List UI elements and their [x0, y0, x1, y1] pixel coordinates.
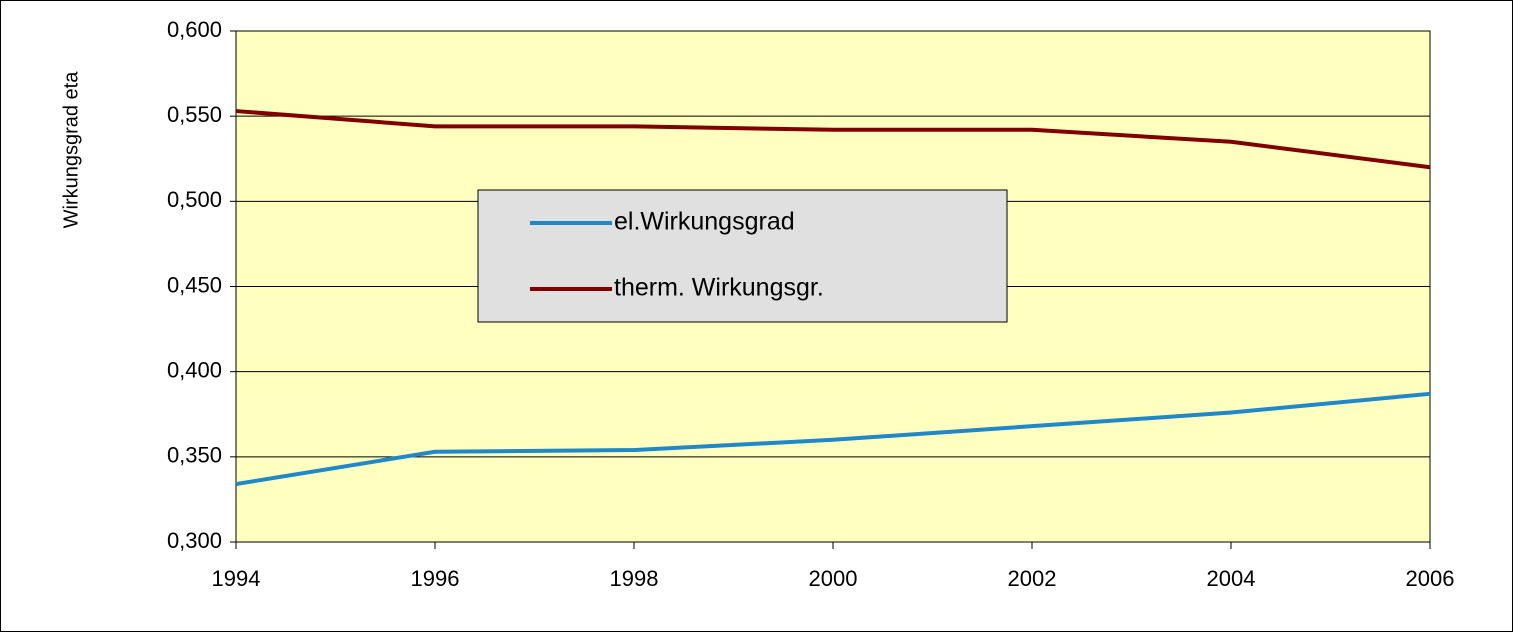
line [235, 109, 1431, 170]
legend-box [477, 189, 1008, 323]
line [235, 391, 1431, 487]
y-tick-label: 0,550 [167, 102, 222, 127]
plot-border [235, 30, 1431, 543]
y-tick-label: 0,600 [167, 17, 222, 42]
x-tick-label: 1998 [610, 566, 659, 591]
x-tick-label: 2000 [809, 566, 858, 591]
x-tick-label: 2006 [1406, 566, 1455, 591]
y-tick-label: 0,350 [167, 443, 222, 468]
x-tick-label: 1994 [212, 566, 261, 591]
y-axis-label: Wirkungsgrad eta [60, 71, 82, 229]
y-tick-label: 0,400 [167, 357, 222, 382]
x-tick-label: 1996 [411, 566, 460, 591]
y-tick-label: 0,500 [167, 187, 222, 212]
y-tick-label: 0,450 [167, 272, 222, 297]
y-tick-label: 0,300 [167, 528, 222, 553]
x-tick-label: 2004 [1207, 566, 1256, 591]
legend-label: el.Wirkungsgrad [614, 208, 795, 236]
legend-label: therm. Wirkungsgr. [614, 274, 824, 302]
x-tick-label: 2002 [1008, 566, 1057, 591]
